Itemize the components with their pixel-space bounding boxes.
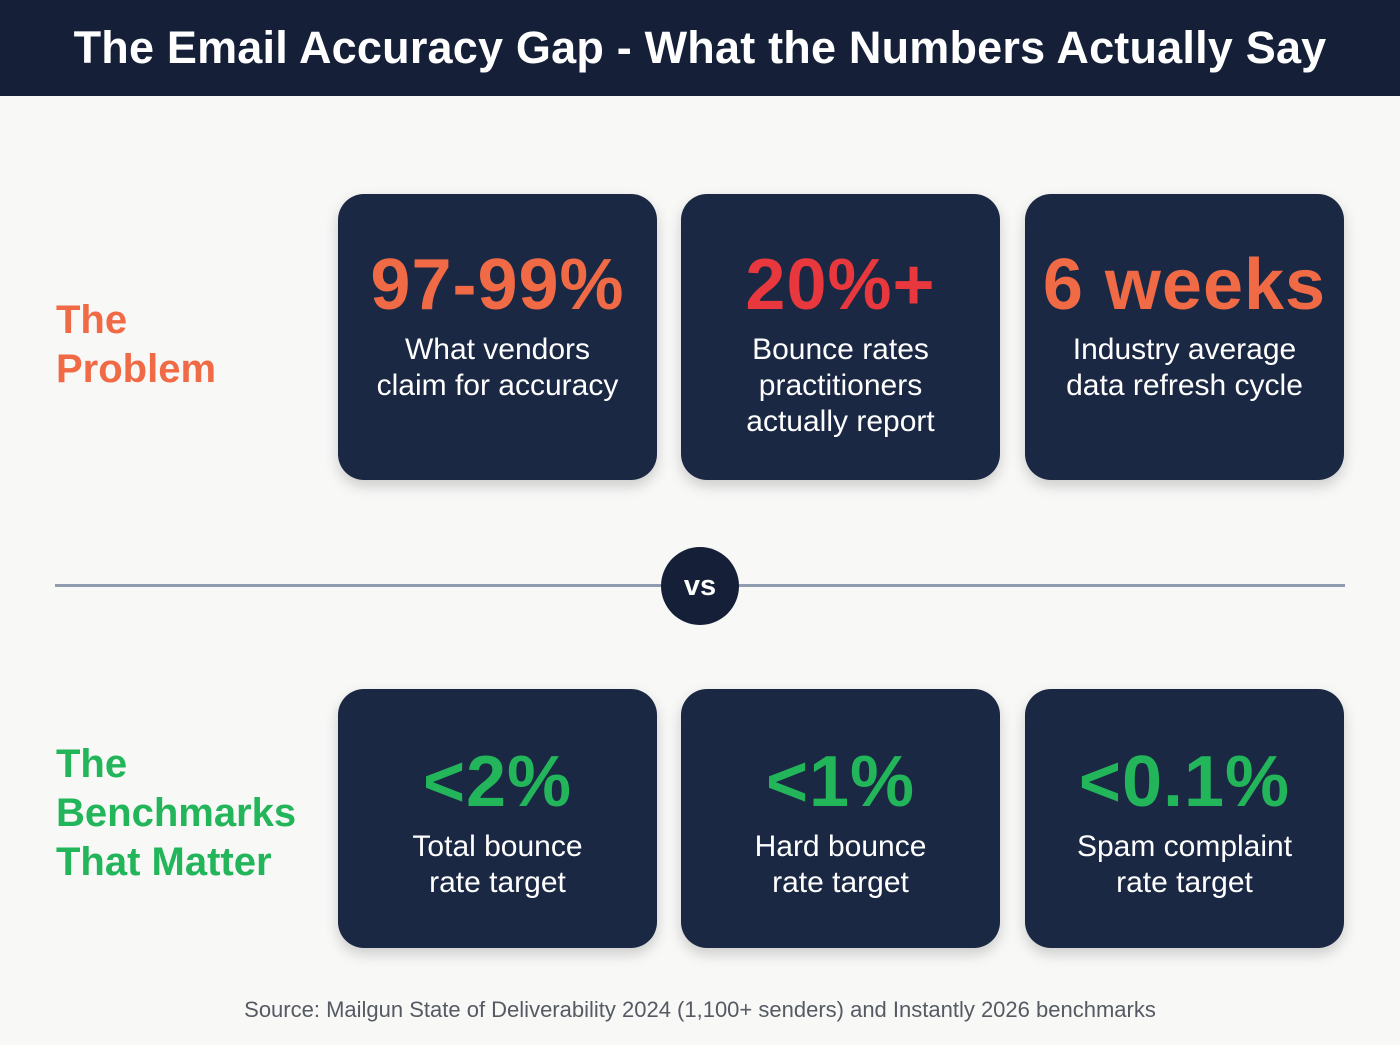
source-citation: Source: Mailgun State of Deliverability … — [244, 997, 1156, 1022]
stat-card-vendor-claim: 97-99% What vendors claim for accuracy — [338, 194, 657, 480]
page-title: The Email Accuracy Gap - What the Number… — [73, 22, 1327, 73]
stat-value: <0.1% — [1078, 742, 1291, 822]
stat-card-refresh-cycle: 6 weeks Industry average data refresh cy… — [1025, 194, 1344, 480]
stat-card-spam-complaint: <0.1% Spam complaint rate target — [1025, 689, 1344, 948]
benchmarks-section-label: The Benchmarks That Matter — [56, 742, 297, 884]
vs-badge: vs — [661, 547, 739, 625]
stat-description: Hard bounce rate target — [754, 830, 927, 899]
stat-value: <1% — [765, 742, 916, 822]
problem-section-label: The Problem — [56, 298, 217, 391]
stat-description: Spam complaint rate target — [1076, 830, 1293, 899]
stat-card-bounce-reported: 20%+ Bounce rates practitioners actually… — [681, 194, 1000, 480]
stat-description: What vendors claim for accuracy — [376, 333, 619, 402]
stat-value: <2% — [422, 742, 573, 822]
stat-description: Total bounce rate target — [412, 830, 583, 899]
stat-description: Industry average data refresh cycle — [1066, 333, 1303, 402]
stat-value: 6 weeks — [1042, 245, 1327, 325]
stat-value: 20%+ — [745, 245, 936, 325]
stat-card-hard-bounce: <1% Hard bounce rate target — [681, 689, 1000, 948]
header-banner: The Email Accuracy Gap - What the Number… — [0, 0, 1400, 96]
stat-description: Bounce rates practitioners actually repo… — [746, 333, 935, 438]
stat-card-total-bounce: <2% Total bounce rate target — [338, 689, 657, 948]
stat-value: 97-99% — [370, 245, 625, 325]
